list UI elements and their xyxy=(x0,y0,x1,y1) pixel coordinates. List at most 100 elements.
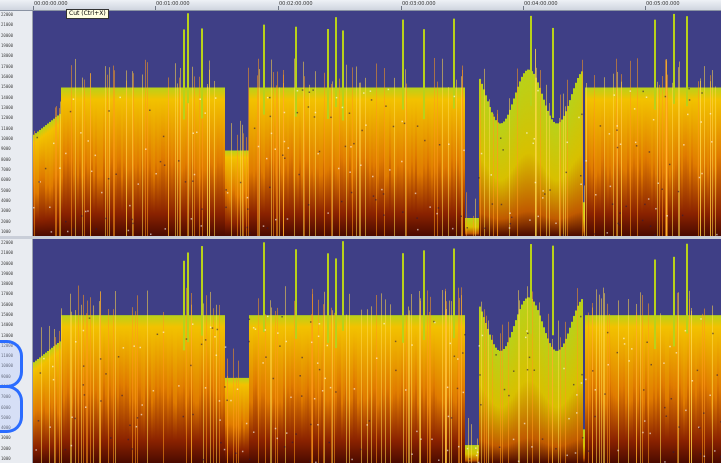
transient-streak xyxy=(238,360,239,463)
speckle xyxy=(402,211,404,213)
spectrum-column xyxy=(707,87,709,236)
spectrum-column xyxy=(95,315,97,463)
spectrum-column xyxy=(473,445,475,463)
spectrum-column xyxy=(201,315,203,463)
transient-streak xyxy=(502,324,503,463)
peak-spike xyxy=(187,13,189,104)
speckle xyxy=(225,206,227,209)
transient-streak xyxy=(430,296,431,463)
spectrum-column xyxy=(509,337,511,463)
frequency-label: 8000 xyxy=(1,156,11,162)
ruler-tick xyxy=(523,6,524,10)
speckle xyxy=(313,116,316,118)
spectrum-column xyxy=(153,315,155,463)
channel-divider[interactable] xyxy=(0,236,721,239)
speckle xyxy=(466,447,469,450)
spectrum-column xyxy=(505,118,507,236)
spectrum-column xyxy=(693,315,695,463)
spectrum-column xyxy=(685,315,687,463)
transient-streak xyxy=(240,120,241,236)
spectrogram-canvas[interactable] xyxy=(33,11,721,236)
spectrum-column xyxy=(245,377,247,463)
spectrum-column xyxy=(629,315,631,463)
speckle xyxy=(287,147,290,149)
speckle xyxy=(309,321,312,323)
frequency-label: 18000 xyxy=(1,281,14,287)
spectrum-column xyxy=(327,315,329,463)
spectrum-column xyxy=(463,87,465,236)
spectrum-column xyxy=(73,87,75,236)
spectrum-column xyxy=(601,87,603,236)
spectrogram-canvas[interactable] xyxy=(33,239,721,463)
speckle xyxy=(95,228,98,230)
spectrum-column xyxy=(239,377,241,463)
spectrum-column xyxy=(511,331,513,463)
speckle xyxy=(59,167,61,169)
speckle xyxy=(370,99,373,101)
speckle xyxy=(337,167,340,170)
transient-streak xyxy=(283,69,284,236)
peak-spike xyxy=(201,246,203,336)
spectrogram-channel-2[interactable] xyxy=(33,239,721,463)
speckle xyxy=(609,185,612,188)
frequency-label: 1000 xyxy=(1,229,11,234)
speckle xyxy=(351,458,353,461)
spectrum-column xyxy=(409,87,411,236)
speckle xyxy=(307,106,310,108)
spectrum-column xyxy=(491,112,493,236)
speckle xyxy=(108,110,110,112)
speckle xyxy=(87,210,89,212)
speckle xyxy=(500,203,503,206)
spectrum-column xyxy=(117,87,119,236)
spectrum-column xyxy=(111,315,113,463)
spectrum-column xyxy=(263,315,265,463)
transient-streak xyxy=(233,348,234,463)
spectrum-column xyxy=(167,315,169,463)
spectrum-column xyxy=(671,315,673,463)
spectrum-column xyxy=(299,87,301,236)
spectrum-column xyxy=(45,125,47,236)
timeline-ruler[interactable]: 00:00:00.000 00:01:00.000 00:02:00.000 0… xyxy=(0,0,721,11)
time-label: 00:04:00.000 xyxy=(524,1,558,7)
frequency-label: 13000 xyxy=(1,332,14,338)
spectrum-column xyxy=(335,315,337,463)
transient-streak xyxy=(411,294,412,463)
transient-streak xyxy=(70,293,71,463)
speckle xyxy=(224,386,226,388)
spectrum-column xyxy=(115,87,117,236)
speckle xyxy=(307,204,310,206)
spectrum-column xyxy=(701,87,703,236)
spectrum-column xyxy=(343,87,345,236)
speckle xyxy=(635,145,638,147)
spectrum-column xyxy=(525,70,527,236)
transient-streak xyxy=(712,70,713,236)
speckle xyxy=(326,344,329,347)
transient-streak xyxy=(210,291,211,463)
spectrum-column xyxy=(357,87,359,236)
speckle xyxy=(526,330,528,332)
spectrogram-channel-1[interactable] xyxy=(33,11,721,236)
transient-streak xyxy=(315,71,316,236)
speckle xyxy=(490,174,493,176)
speckle xyxy=(49,206,51,209)
spectrum-column xyxy=(655,315,657,463)
speckle xyxy=(301,89,304,91)
speckle xyxy=(245,422,248,425)
speckle xyxy=(344,145,347,148)
speckle xyxy=(39,181,41,183)
speckle xyxy=(353,388,356,390)
spectrum-column xyxy=(255,87,257,236)
spectrum-column xyxy=(381,87,383,236)
ruler-tick xyxy=(33,6,34,10)
transient-streak xyxy=(604,77,605,236)
speckle xyxy=(510,216,513,219)
speckle xyxy=(405,389,407,391)
speckle xyxy=(214,336,216,338)
speckle xyxy=(329,386,332,389)
speckle xyxy=(178,160,180,162)
spectrum-column xyxy=(535,305,537,463)
speckle xyxy=(698,426,700,429)
frequency-label: 7000 xyxy=(1,167,11,172)
spectrum-column xyxy=(195,87,197,236)
transient-streak xyxy=(324,291,325,463)
